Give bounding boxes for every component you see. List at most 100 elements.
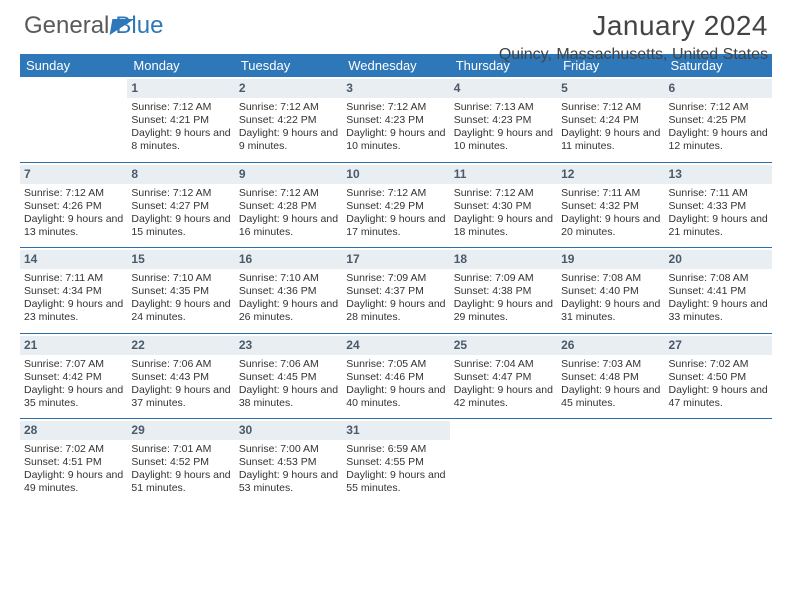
sunrise-line: Sunrise: 7:09 AM — [454, 272, 553, 285]
sunset-line: Sunset: 4:55 PM — [346, 456, 445, 469]
daylight-line: Daylight: 9 hours and 15 minutes. — [131, 213, 230, 239]
daylight-line: Daylight: 9 hours and 55 minutes. — [346, 469, 445, 495]
sunrise-line: Sunrise: 7:11 AM — [561, 187, 660, 200]
calendar-body: 1Sunrise: 7:12 AMSunset: 4:21 PMDaylight… — [20, 77, 772, 504]
day-number: 7 — [20, 165, 127, 184]
day-header: Monday — [127, 54, 234, 77]
sunrise-line: Sunrise: 7:04 AM — [454, 358, 553, 371]
sunset-line: Sunset: 4:41 PM — [669, 285, 768, 298]
calendar-day: 21Sunrise: 7:07 AMSunset: 4:42 PMDayligh… — [20, 334, 127, 419]
sunset-line: Sunset: 4:42 PM — [24, 371, 123, 384]
location-subtitle: Quincy, Massachusetts, United States — [499, 46, 768, 64]
daylight-line: Daylight: 9 hours and 42 minutes. — [454, 384, 553, 410]
sunset-line: Sunset: 4:35 PM — [131, 285, 230, 298]
sunrise-line: Sunrise: 7:10 AM — [131, 272, 230, 285]
day-number: 17 — [342, 250, 449, 269]
day-number: 20 — [665, 250, 772, 269]
calendar-day: 5Sunrise: 7:12 AMSunset: 4:24 PMDaylight… — [557, 77, 664, 162]
calendar-day: 19Sunrise: 7:08 AMSunset: 4:40 PMDayligh… — [557, 248, 664, 333]
sunrise-line: Sunrise: 7:10 AM — [239, 272, 338, 285]
day-number: 18 — [450, 250, 557, 269]
sunset-line: Sunset: 4:52 PM — [131, 456, 230, 469]
sunset-line: Sunset: 4:50 PM — [669, 371, 768, 384]
day-number: 31 — [342, 421, 449, 440]
sunrise-line: Sunrise: 7:07 AM — [24, 358, 123, 371]
sunrise-line: Sunrise: 7:12 AM — [131, 187, 230, 200]
day-number: 28 — [20, 421, 127, 440]
calendar-empty-cell — [20, 77, 127, 162]
daylight-line: Daylight: 9 hours and 53 minutes. — [239, 469, 338, 495]
day-number: 30 — [235, 421, 342, 440]
daylight-line: Daylight: 9 hours and 51 minutes. — [131, 469, 230, 495]
sunrise-line: Sunrise: 7:08 AM — [669, 272, 768, 285]
calendar-day: 13Sunrise: 7:11 AMSunset: 4:33 PMDayligh… — [665, 163, 772, 248]
sunset-line: Sunset: 4:48 PM — [561, 371, 660, 384]
day-number: 11 — [450, 165, 557, 184]
daylight-line: Daylight: 9 hours and 20 minutes. — [561, 213, 660, 239]
day-number: 8 — [127, 165, 234, 184]
sunset-line: Sunset: 4:38 PM — [454, 285, 553, 298]
sunset-line: Sunset: 4:32 PM — [561, 200, 660, 213]
calendar-day: 2Sunrise: 7:12 AMSunset: 4:22 PMDaylight… — [235, 77, 342, 162]
calendar-week: 21Sunrise: 7:07 AMSunset: 4:42 PMDayligh… — [20, 334, 772, 420]
sunrise-line: Sunrise: 7:03 AM — [561, 358, 660, 371]
sunset-line: Sunset: 4:46 PM — [346, 371, 445, 384]
calendar-day: 25 Sunrise: 7:04 AMSunset: 4:47 PMDayligh… — [450, 334, 557, 419]
day-header: Wednesday — [342, 54, 449, 77]
sunset-line: Sunset: 4:37 PM — [346, 285, 445, 298]
calendar-empty-cell — [450, 419, 557, 504]
brand-mark-icon — [110, 19, 135, 35]
day-number: 25 — [450, 336, 557, 355]
sunrise-line: Sunrise: 7:05 AM — [346, 358, 445, 371]
calendar-day: 30Sunrise: 7:00 AMSunset: 4:53 PMDayligh… — [235, 419, 342, 504]
sunrise-line: Sunrise: 7:12 AM — [454, 187, 553, 200]
daylight-line: Daylight: 9 hours and 8 minutes. — [131, 127, 230, 153]
sunrise-line: Sunrise: 7:12 AM — [669, 101, 768, 114]
calendar-day: 17Sunrise: 7:09 AMSunset: 4:37 PMDayligh… — [342, 248, 449, 333]
sunrise-line: Sunrise: 7:06 AM — [239, 358, 338, 371]
sunset-line: Sunset: 4:47 PM — [454, 371, 553, 384]
sunset-line: Sunset: 4:30 PM — [454, 200, 553, 213]
day-number: 4 — [450, 79, 557, 98]
sunset-line: Sunset: 4:29 PM — [346, 200, 445, 213]
calendar-day: 10Sunrise: 7:12 AMSunset: 4:29 PMDayligh… — [342, 163, 449, 248]
calendar-day: 6Sunrise: 7:12 AMSunset: 4:25 PMDaylight… — [665, 77, 772, 162]
daylight-line: Daylight: 9 hours and 17 minutes. — [346, 213, 445, 239]
daylight-line: Daylight: 9 hours and 23 minutes. — [24, 298, 123, 324]
calendar-week: 14Sunrise: 7:11 AMSunset: 4:34 PMDayligh… — [20, 248, 772, 334]
calendar-day: 31Sunrise: 6:59 AMSunset: 4:55 PMDayligh… — [342, 419, 449, 504]
sunset-line: Sunset: 4:33 PM — [669, 200, 768, 213]
calendar-day: 20 Sunrise: 7:08 AMSunset: 4:41 PMDayligh… — [665, 248, 772, 333]
calendar-week: 1Sunrise: 7:12 AMSunset: 4:21 PMDaylight… — [20, 77, 772, 163]
sunset-line: Sunset: 4:34 PM — [24, 285, 123, 298]
day-number: 12 — [557, 165, 664, 184]
sunset-line: Sunset: 4:43 PM — [131, 371, 230, 384]
sunrise-line: Sunrise: 7:12 AM — [561, 101, 660, 114]
daylight-line: Daylight: 9 hours and 37 minutes. — [131, 384, 230, 410]
sunrise-line: Sunrise: 7:12 AM — [239, 187, 338, 200]
daylight-line: Daylight: 9 hours and 16 minutes. — [239, 213, 338, 239]
daylight-line: Daylight: 9 hours and 33 minutes. — [669, 298, 768, 324]
day-number: 6 — [665, 79, 772, 98]
daylight-line: Daylight: 9 hours and 35 minutes. — [24, 384, 123, 410]
daylight-line: Daylight: 9 hours and 9 minutes. — [239, 127, 338, 153]
daylight-line: Daylight: 9 hours and 26 minutes. — [239, 298, 338, 324]
sunrise-line: Sunrise: 7:11 AM — [669, 187, 768, 200]
page-title: January 2024 — [499, 10, 768, 42]
daylight-line: Daylight: 9 hours and 31 minutes. — [561, 298, 660, 324]
sunrise-line: Sunrise: 7:12 AM — [346, 101, 445, 114]
day-number: 29 — [127, 421, 234, 440]
day-number: 23 — [235, 336, 342, 355]
sunset-line: Sunset: 4:24 PM — [561, 114, 660, 127]
calendar-day: 22Sunrise: 7:06 AMSunset: 4:43 PMDayligh… — [127, 334, 234, 419]
sunrise-line: Sunrise: 7:12 AM — [239, 101, 338, 114]
daylight-line: Daylight: 9 hours and 29 minutes. — [454, 298, 553, 324]
daylight-line: Daylight: 9 hours and 10 minutes. — [346, 127, 445, 153]
day-header: Tuesday — [235, 54, 342, 77]
calendar-day: 28Sunrise: 7:02 AMSunset: 4:51 PMDayligh… — [20, 419, 127, 504]
day-number: 16 — [235, 250, 342, 269]
calendar-day: 12 Sunrise: 7:11 AMSunset: 4:32 PMDayligh… — [557, 163, 664, 248]
sunset-line: Sunset: 4:28 PM — [239, 200, 338, 213]
daylight-line: Daylight: 9 hours and 45 minutes. — [561, 384, 660, 410]
sunset-line: Sunset: 4:36 PM — [239, 285, 338, 298]
